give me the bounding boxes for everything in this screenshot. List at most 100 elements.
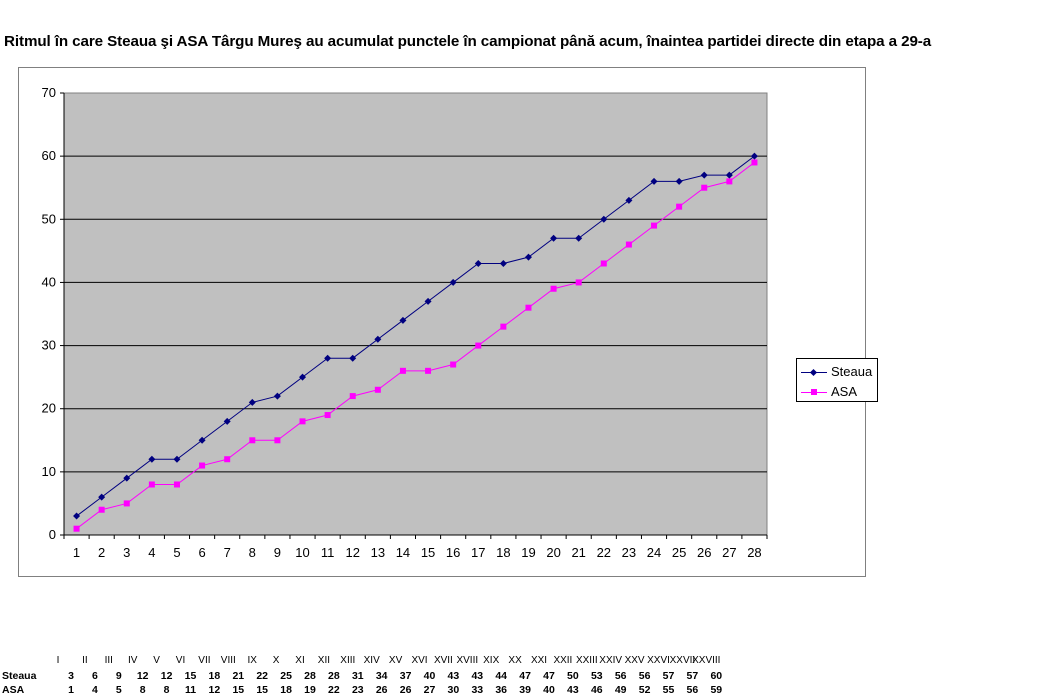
table-cell: 47	[519, 670, 531, 682]
data-point-steaua	[399, 316, 407, 324]
table-cell: 1	[68, 684, 74, 696]
round-label: VIII	[220, 655, 236, 666]
data-point-asa	[726, 178, 733, 185]
y-tick-label: 70	[42, 85, 56, 100]
table-cell: 12	[208, 684, 221, 696]
data-point-asa	[625, 241, 632, 248]
round-label: XXVII	[669, 655, 696, 666]
table-cell: 56	[638, 670, 651, 682]
table-cell: 19	[304, 684, 316, 696]
round-label: XI	[295, 655, 305, 666]
x-tick-label: 21	[571, 545, 585, 560]
data-point-asa	[399, 367, 406, 374]
x-tick-label: 24	[647, 545, 661, 560]
data-point-steaua	[474, 259, 482, 267]
y-tick-label: 20	[42, 401, 56, 416]
data-point-steaua	[700, 171, 708, 179]
round-label: VI	[175, 655, 186, 666]
table-cell: 28	[328, 670, 340, 682]
table-cell: 56	[686, 684, 699, 696]
x-tick-label: 26	[697, 545, 711, 560]
chart-title: Ritmul în care Steaua şi ASA Târgu Mureş…	[4, 33, 932, 50]
legend-label: Steaua	[831, 364, 873, 379]
x-tick-label: 12	[345, 545, 359, 560]
table-cell: 33	[471, 684, 484, 696]
data-point-asa	[550, 285, 557, 292]
x-tick-label: 14	[396, 545, 410, 560]
data-point-asa	[199, 462, 206, 469]
data-point-steaua	[524, 253, 532, 261]
y-tick-label: 60	[42, 148, 56, 163]
table-cell: 12	[160, 670, 173, 682]
legend-label: ASA	[831, 384, 858, 399]
round-label: X	[272, 655, 280, 666]
round-label: XXI	[530, 655, 548, 666]
row-label: Steaua	[2, 670, 37, 682]
data-point-asa	[651, 222, 658, 229]
round-label: XXVIII	[692, 655, 721, 666]
x-tick-label: 28	[747, 545, 761, 560]
round-label: I	[56, 655, 60, 666]
round-label: IX	[247, 655, 257, 666]
table-cell: 44	[495, 670, 508, 682]
points-table: I II III IV V VI VII VIII IX X XI XII XIII XIV XV XVI XV…	[0, 655, 760, 700]
table-cell: 15	[232, 684, 245, 696]
plot-area	[63, 92, 768, 536]
data-point-asa	[98, 506, 105, 513]
table-cell: 57	[662, 670, 675, 682]
table-cell: 40	[543, 684, 555, 696]
x-tick-label: 2	[98, 545, 105, 560]
data-point-asa	[575, 279, 582, 286]
x-tick-label: 27	[722, 545, 736, 560]
round-label: XXVI	[647, 655, 670, 666]
y-tick-label: 10	[42, 464, 56, 479]
table-cell: 21	[232, 670, 245, 682]
data-point-asa	[701, 184, 708, 191]
table-cell: 43	[567, 684, 579, 696]
table-cell: 60	[710, 670, 723, 682]
data-point-steaua	[273, 392, 281, 400]
table-cell: 26	[399, 684, 412, 696]
x-tick-label: 1	[73, 545, 80, 560]
x-tick-label: 10	[295, 545, 309, 560]
data-point-asa	[299, 418, 306, 425]
x-tick-label: 15	[421, 545, 435, 560]
data-point-asa	[274, 437, 281, 444]
data-point-steaua	[550, 234, 558, 242]
table-cell: 18	[280, 684, 292, 696]
table-cell: 28	[304, 670, 316, 682]
data-point-asa	[450, 361, 457, 368]
table-cell: 47	[543, 670, 555, 682]
data-point-steaua	[73, 512, 81, 520]
round-label: XV	[388, 655, 403, 666]
square-marker-icon	[811, 389, 817, 395]
round-label: VII	[198, 655, 211, 666]
diamond-marker-icon	[809, 368, 818, 377]
data-point-steaua	[98, 493, 106, 501]
table-cell: 40	[423, 670, 436, 682]
table-cell: 6	[91, 670, 98, 682]
table-cell: 34	[375, 670, 388, 682]
table-cell: 3	[68, 670, 74, 682]
table-cell: 30	[447, 684, 460, 696]
round-label: XIV	[363, 655, 380, 666]
table-cell: 53	[590, 670, 603, 682]
round-label: XXIII	[575, 655, 598, 666]
y-tick-label: 40	[42, 274, 56, 289]
table-cell: 50	[567, 670, 579, 682]
data-point-asa	[349, 393, 356, 400]
row-label: ASA	[2, 684, 25, 696]
x-tick-label: 25	[672, 545, 686, 560]
table-cell: 9	[115, 670, 122, 682]
x-tick-label: 4	[148, 545, 155, 560]
data-point-steaua	[148, 455, 156, 463]
data-point-asa	[73, 525, 80, 532]
round-label: XX	[508, 655, 522, 666]
table-cell: 43	[447, 670, 460, 682]
table-cell: 18	[208, 670, 221, 682]
x-tick-label: 7	[224, 545, 231, 560]
table-cell: 4	[91, 684, 98, 696]
table-cell: 8	[163, 684, 170, 696]
data-point-asa	[324, 412, 331, 419]
table-cell: 23	[351, 684, 364, 696]
